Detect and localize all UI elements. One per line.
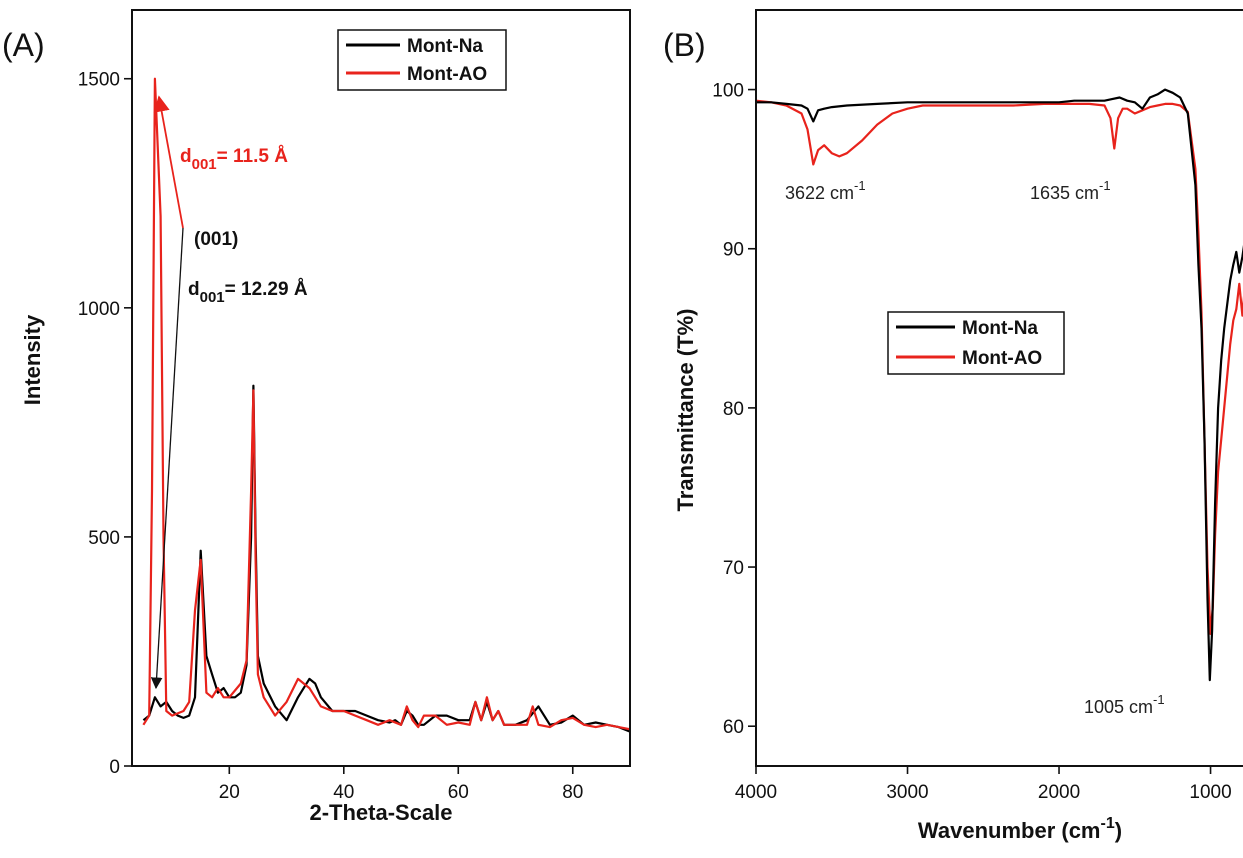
panel-b-annotation-3622: 3622 cm-1 — [785, 178, 866, 203]
x-tick-label: 3000 — [886, 782, 928, 803]
x-tick-label: 20 — [219, 782, 240, 803]
panel-b-x-axis-label: Wavenumber (cm-1) — [918, 815, 1122, 843]
panel-b-x-ticks: 4000 3000 2000 1000 — [735, 766, 1232, 803]
panel-a-annotation-d001-mont-ao: d001= 11.5 Å — [180, 146, 288, 173]
panel-b-y-axis-label: Transmittance (T%) — [673, 309, 698, 512]
panel-a-red-arrow — [153, 95, 184, 229]
panel-a-legend-label-mont-na: Mont-Na — [407, 36, 483, 57]
panel-b-legend-label-mont-ao: Mont-AO — [962, 348, 1042, 369]
y-tick-label: 100 — [712, 81, 744, 102]
panel-b-y-ticks: 60 70 80 90 100 — [712, 81, 756, 738]
series-line-mont-ao — [756, 99, 1243, 636]
panel-a-plot-series — [142, 77, 630, 733]
x-tick-label: 60 — [448, 782, 469, 803]
panel-a-y-ticks: 0 500 1000 1500 — [78, 70, 132, 778]
panel-a-legend-label-mont-ao: Mont-AO — [407, 64, 487, 85]
series-line-mont-ao — [142, 77, 630, 731]
y-tick-label: 90 — [723, 240, 744, 261]
panel-a-legend: Mont-Na Mont-AO — [337, 29, 507, 91]
y-tick-label: 500 — [88, 528, 120, 549]
panel-b-axes-frame — [755, 9, 1243, 767]
x-tick-label: 80 — [562, 782, 583, 803]
series-line-mont-na — [756, 88, 1243, 682]
y-tick-label: 70 — [723, 558, 744, 579]
y-tick-label: 60 — [723, 717, 744, 738]
panel-a-x-ticks: 20 40 60 80 — [219, 766, 583, 803]
panel-b-legend-box — [887, 311, 1065, 375]
y-tick-label: 0 — [109, 757, 120, 778]
panel-b-legend: Mont-Na Mont-AO — [887, 311, 1065, 375]
panel-b: (B) 4000 3000 2000 1000 60 70 80 90 100 Wavenum… — [663, 9, 1243, 843]
panel-a-annotation-001: (001) — [194, 229, 238, 250]
panel-a-axes-frame — [131, 9, 631, 767]
panel-a-black-arrow — [150, 227, 184, 690]
panel-a-y-axis-label: Intensity — [20, 314, 45, 405]
panel-a-label: (A) — [2, 27, 45, 63]
panel-b-plot-series — [756, 88, 1243, 682]
y-tick-label: 1000 — [78, 299, 120, 320]
panel-a-legend-box — [337, 29, 507, 91]
x-tick-label: 2000 — [1038, 782, 1080, 803]
panel-b-annotation-1635: 1635 cm-1 — [1030, 178, 1111, 203]
y-tick-label: 80 — [723, 399, 744, 420]
panel-b-annotation-1005: 1005 cm-1 — [1084, 692, 1165, 717]
panel-b-legend-label-mont-na: Mont-Na — [962, 318, 1038, 339]
panel-a-annotation-d001-mont-na: d001= 12.29 Å — [188, 279, 308, 306]
x-tick-label: 4000 — [735, 782, 777, 803]
panel-a-x-axis-label: 2-Theta-Scale — [309, 800, 452, 825]
x-tick-label: 1000 — [1189, 782, 1231, 803]
series-line-mont-na — [142, 384, 630, 733]
panel-b-label: (B) — [663, 27, 706, 63]
x-tick-label: 40 — [333, 782, 354, 803]
y-tick-label: 1500 — [78, 70, 120, 91]
